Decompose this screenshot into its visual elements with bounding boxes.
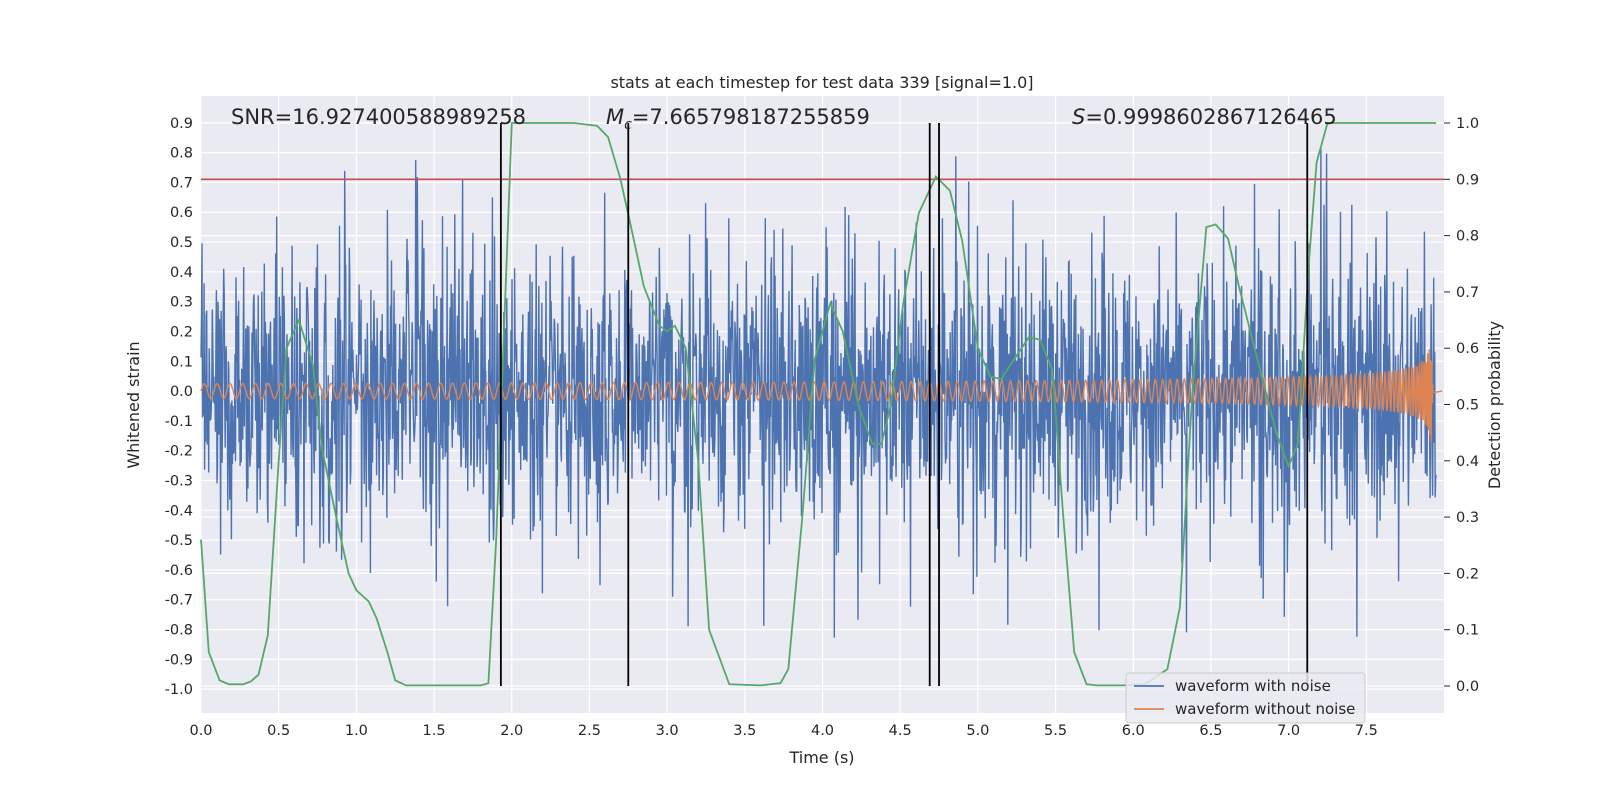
y-tick-label-right: 1.0: [1456, 116, 1479, 132]
y-tick-label-right: 0.5: [1456, 398, 1479, 414]
y-tick-label: -0.7: [165, 593, 193, 609]
annotation-chirp-mass-symbol: M: [606, 105, 624, 129]
x-tick-label: 0.0: [189, 723, 212, 739]
chart-title: stats at each timestep for test data 339…: [610, 73, 1033, 92]
axis-ticks: 0.0 0.5 1.0 1.5 2.0 2.5 3.0 3.5 4.0 4.5 5.0 5.5 6.0 6…: [165, 116, 1479, 739]
annotation-snr: SNR=16.927400588989258: [231, 105, 526, 129]
y-tick-label: -0.3: [165, 474, 193, 490]
y-tick-label: -0.4: [165, 503, 193, 519]
y-tick-label: 0.7: [170, 175, 193, 191]
y-tick-label: 0.3: [170, 295, 193, 311]
x-tick-label: 3.5: [733, 723, 756, 739]
x-tick-label: 5.5: [1044, 723, 1067, 739]
y-tick-label: 0.6: [170, 205, 193, 221]
y-tick-label: -0.5: [165, 533, 193, 549]
x-tick-label: 1.5: [423, 723, 446, 739]
x-tick-label: 1.0: [345, 723, 368, 739]
annotation-chirp-mass: Mc=7.665798187255859: [606, 105, 870, 133]
series-detection-probability: [200, 122, 1437, 687]
x-tick-label: 2.5: [578, 723, 601, 739]
x-axis-label: Time (s): [788, 748, 854, 767]
x-tick-label: 6.0: [1122, 723, 1145, 739]
y-axis-label-right: Detection probability: [1485, 321, 1504, 489]
y-axis-label: Whitened strain: [124, 341, 143, 468]
y-tick-label: 0.5: [170, 235, 193, 251]
plot-area: [200, 122, 1444, 687]
x-tick-label: 6.5: [1199, 723, 1222, 739]
x-tick-label: 5.0: [966, 723, 989, 739]
y-tick-label: 0.0: [170, 384, 193, 400]
annotation-detection-score: S=0.9998602867126465: [1072, 105, 1337, 129]
y-tick-label: -0.8: [165, 623, 193, 639]
y-tick-label: 0.8: [170, 146, 193, 162]
x-tick-label: 4.5: [889, 723, 912, 739]
y-tick-label-right: 0.9: [1456, 172, 1479, 188]
y-tick-label: -0.1: [165, 414, 193, 430]
legend-label-clean: waveform without noise: [1175, 700, 1355, 718]
x-tick-label: 4.0: [811, 723, 834, 739]
y-tick-label-right: 0.4: [1456, 454, 1479, 470]
y-tick-label-right: 0.6: [1456, 341, 1479, 357]
series-waveform-without-noise: [200, 349, 1443, 443]
x-tick-label: 7.0: [1277, 723, 1300, 739]
x-tick-label: 3.0: [656, 723, 679, 739]
y-tick-label: -0.2: [165, 444, 193, 460]
y-tick-label: -0.9: [165, 652, 193, 668]
x-tick-label: 2.0: [500, 723, 523, 739]
annotation-detection-score-symbol: S: [1072, 105, 1085, 129]
legend-label-noisy: waveform with noise: [1175, 677, 1331, 695]
y-tick-label-right: 0.2: [1456, 566, 1479, 582]
legend: waveform with noise waveform without noi…: [1125, 672, 1366, 724]
annotation-chirp-mass-value: =7.665798187255859: [632, 105, 870, 129]
y-tick-label: -1.0: [165, 682, 193, 698]
annotation-detection-score-value: =0.9998602867126465: [1085, 105, 1336, 129]
y-tick-label-right: 0.1: [1456, 623, 1479, 639]
legend-box: [1125, 672, 1366, 724]
y-tick-label-right: 0.7: [1456, 285, 1479, 301]
y-tick-label: 0.9: [170, 116, 193, 132]
x-tick-label: 0.5: [267, 723, 290, 739]
x-tick-label: 7.5: [1355, 723, 1378, 739]
y-tick-label-right: 0.0: [1456, 679, 1479, 695]
y-tick-label: 0.1: [170, 354, 193, 370]
y-tick-label: -0.6: [165, 563, 193, 579]
annotation-chirp-mass-subscript: c: [624, 117, 632, 133]
y-tick-label: 0.2: [170, 324, 193, 340]
y-tick-label-right: 0.3: [1456, 510, 1479, 526]
y-tick-label-right: 0.8: [1456, 229, 1479, 245]
y-tick-label: 0.4: [170, 265, 193, 281]
